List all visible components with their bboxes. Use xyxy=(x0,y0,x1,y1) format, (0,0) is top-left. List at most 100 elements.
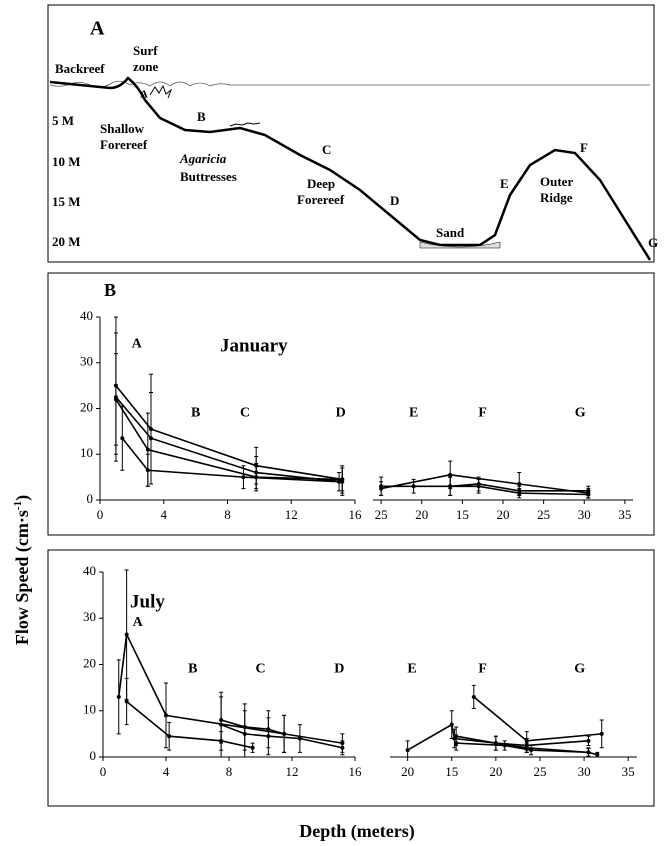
profile-label: A xyxy=(140,89,148,101)
data-point xyxy=(493,741,498,746)
zone-label: C xyxy=(255,661,265,676)
profile-label: G xyxy=(648,235,658,250)
x-tick-label: 0 xyxy=(100,764,107,779)
profile-label: 20 M xyxy=(52,234,81,249)
profile-label: zone xyxy=(133,59,159,74)
profile-label: Buttresses xyxy=(180,169,237,184)
series-line xyxy=(121,437,340,483)
y-tick-label: 10 xyxy=(80,445,93,460)
y-tick-label: 30 xyxy=(83,609,96,624)
zone-label: B xyxy=(188,661,197,676)
zone-label: D xyxy=(334,661,344,676)
data-point xyxy=(471,694,476,699)
profile-label: Surf xyxy=(133,43,158,58)
x-tick-label: 25 xyxy=(537,507,550,522)
data-point xyxy=(586,750,591,755)
data-point xyxy=(145,468,150,473)
data-point xyxy=(529,748,534,753)
profile-label: B xyxy=(197,109,206,124)
series-line xyxy=(450,485,589,496)
data-point xyxy=(524,743,529,748)
x-tick-label: 8 xyxy=(224,507,231,522)
zone-label: E xyxy=(409,405,418,420)
y-axis-label: Flow Speed (cm·s-1) xyxy=(12,495,34,645)
x-tick-label: 25 xyxy=(375,507,388,522)
x-tick-label: 20 xyxy=(497,507,510,522)
data-point xyxy=(476,484,481,489)
profile-label: 15 M xyxy=(52,194,81,209)
water-surface xyxy=(49,80,650,88)
data-point xyxy=(145,447,150,452)
x-tick-label: 4 xyxy=(161,507,168,522)
data-point xyxy=(586,738,591,743)
data-point xyxy=(411,484,416,489)
data-point xyxy=(241,475,246,480)
data-point xyxy=(517,491,522,496)
profile-label: C xyxy=(322,142,331,157)
x-tick-label: 25 xyxy=(533,764,546,779)
sand-patch xyxy=(419,241,501,249)
series-line xyxy=(407,723,598,756)
y-label-main: Flow Speed (cm·s xyxy=(12,510,33,645)
x-tick-label: 8 xyxy=(226,764,233,779)
data-point xyxy=(379,486,384,491)
x-tick-label: 20 xyxy=(415,507,428,522)
x-tick-label: 20 xyxy=(489,764,502,779)
y-tick-label: 20 xyxy=(80,399,93,414)
y-tick-label: 0 xyxy=(90,748,97,763)
series-line xyxy=(380,474,589,494)
x-tick-label: 16 xyxy=(349,764,363,779)
profile-label: Ridge xyxy=(540,190,573,205)
data-point xyxy=(116,694,121,699)
data-point xyxy=(250,745,255,750)
data-point xyxy=(454,741,459,746)
data-point xyxy=(219,718,224,722)
x-tick-label: 15 xyxy=(456,507,469,522)
panel-label: B xyxy=(104,280,116,300)
data-point xyxy=(113,397,118,402)
data-point xyxy=(502,743,507,748)
zone-label: E xyxy=(407,661,416,676)
x-tick-label: 35 xyxy=(618,507,631,522)
x-tick-label: 0 xyxy=(97,507,104,522)
reef-profile xyxy=(49,76,652,261)
series-line xyxy=(115,398,343,481)
zone-label: C xyxy=(240,405,250,420)
y-tick-label: 40 xyxy=(83,563,96,578)
data-point xyxy=(517,481,522,486)
series-line xyxy=(473,696,602,742)
profile-label: Forereef xyxy=(297,192,345,207)
profile-label: Backreef xyxy=(55,61,105,76)
panel-a-frame xyxy=(47,4,655,263)
series-line xyxy=(126,700,253,749)
zone-label: D xyxy=(336,405,346,420)
series-line xyxy=(456,742,589,754)
y-tick-label: 20 xyxy=(83,655,96,670)
series-line xyxy=(220,719,285,735)
chart-title: July xyxy=(130,591,165,612)
zone-label: F xyxy=(478,661,487,676)
data-point xyxy=(124,632,129,637)
y-tick-label: 40 xyxy=(80,308,93,323)
y-label-sup: -1 xyxy=(12,501,24,510)
data-point xyxy=(149,436,153,441)
profile-label: Agaricia xyxy=(179,151,227,166)
data-point xyxy=(266,727,271,732)
profile-label: E xyxy=(500,176,509,191)
series-line xyxy=(381,483,589,492)
profile-label: 5 M xyxy=(52,113,74,128)
series-line xyxy=(117,631,343,744)
coral-icons xyxy=(149,84,261,127)
data-point xyxy=(167,734,172,739)
x-tick-label: 16 xyxy=(349,507,363,522)
profile-label: Forereef xyxy=(100,137,148,152)
profile-label: Outer xyxy=(540,174,573,189)
x-tick-label: 35 xyxy=(622,764,635,779)
data-point xyxy=(405,748,410,753)
x-tick-label: 15 xyxy=(445,764,458,779)
series-line xyxy=(115,396,343,483)
profile-label: Shallow xyxy=(100,121,145,136)
data-point xyxy=(164,713,168,718)
zone-label: A xyxy=(132,337,143,352)
x-tick-label: 4 xyxy=(163,764,170,779)
